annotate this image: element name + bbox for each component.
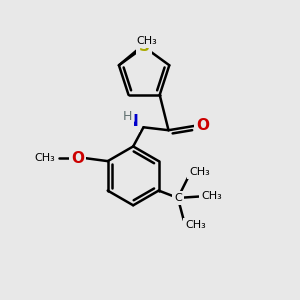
Text: O: O <box>71 151 84 166</box>
Text: CH₃: CH₃ <box>190 167 210 177</box>
Text: CH₃: CH₃ <box>185 220 206 230</box>
Text: N: N <box>125 115 138 130</box>
Text: CH₃: CH₃ <box>34 153 55 163</box>
Text: CH₃: CH₃ <box>136 36 157 46</box>
Text: S: S <box>139 39 150 54</box>
Text: CH₃: CH₃ <box>201 191 222 202</box>
Text: C: C <box>174 193 182 203</box>
Text: O: O <box>196 118 209 133</box>
Text: H: H <box>123 110 132 124</box>
